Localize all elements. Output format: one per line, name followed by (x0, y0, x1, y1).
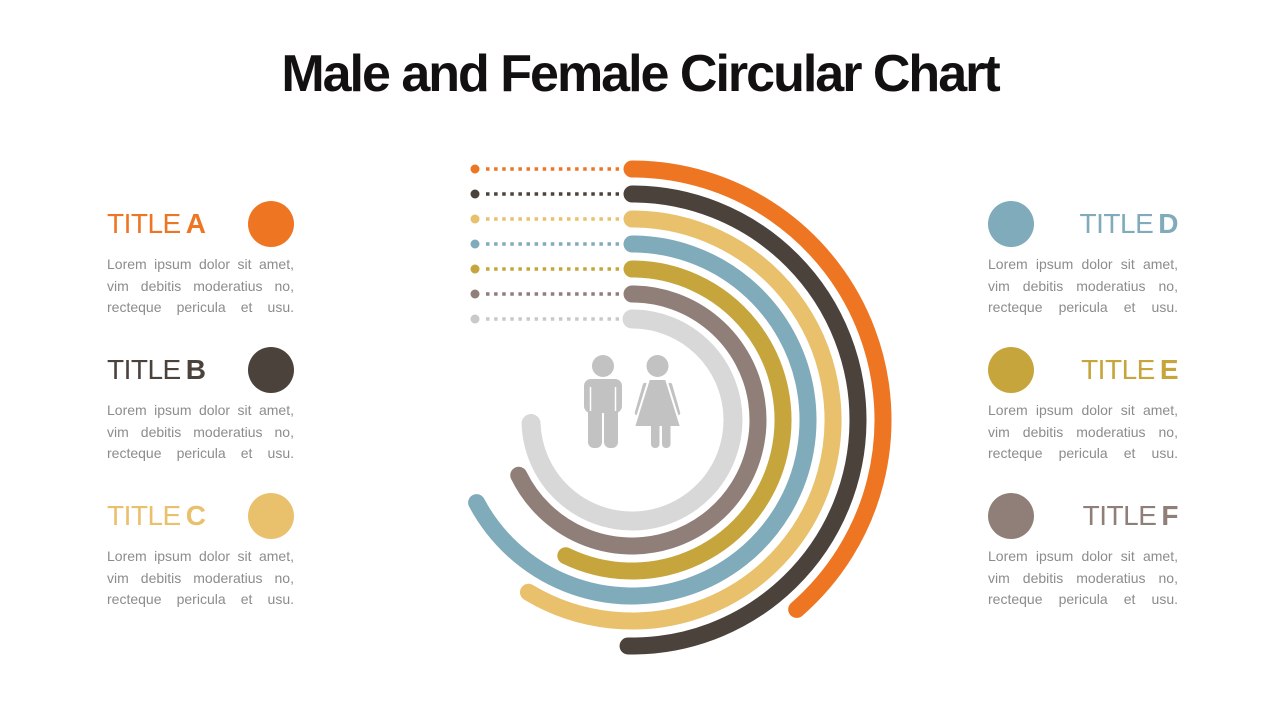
color-dot-a (248, 201, 294, 247)
block-title-f: TITLE F (1082, 500, 1179, 532)
body-line: vim debitis moderatius no, (107, 423, 294, 440)
ring-a (623, 160, 892, 618)
body-line: recteque pericula et usu. (107, 299, 294, 315)
ring-f (510, 285, 767, 555)
title-label: TITLE (1079, 208, 1154, 239)
block-body-b: Lorem ipsum dolor sit amet, vim debitis … (107, 400, 294, 465)
block-body-f: Lorem ipsum dolor sit amet, vim debitis … (988, 546, 1178, 611)
block-header-e: TITLE E (988, 347, 1179, 393)
leader-dot-e (470, 264, 480, 274)
block-header-f: TITLE F (988, 493, 1178, 539)
leader-dot-b (470, 189, 480, 199)
body-line: recteque pericula et usu. (988, 299, 1178, 315)
block-header-d: TITLE D (988, 201, 1178, 247)
body-line: vim debitis moderatius no, (988, 423, 1178, 440)
body-line: vim debitis moderatius no, (988, 277, 1178, 294)
block-header-c: TITLE C (107, 493, 294, 539)
title-letter: F (1161, 500, 1178, 531)
block-body-e: Lorem ipsum dolor sit amet, vim debitis … (988, 400, 1178, 465)
block-title-d: TITLE D (1079, 208, 1179, 240)
block-body-d: Lorem ipsum dolor sit amet, vim debitis … (988, 254, 1178, 319)
body-line: vim debitis moderatius no, (988, 569, 1178, 586)
block-body-c: Lorem ipsum dolor sit amet, vim debitis … (107, 546, 294, 611)
rings-layer (468, 160, 892, 655)
title-label: TITLE (1081, 354, 1155, 385)
block-title-b: TITLE B (107, 354, 206, 386)
female-icon (632, 355, 683, 448)
info-block-e: TITLE E Lorem ipsum dolor sit amet, vim d… (988, 347, 1179, 465)
info-block-f: TITLE F Lorem ipsum dolor sit amet, vim d… (988, 493, 1178, 611)
block-title-e: TITLE E (1081, 354, 1178, 386)
page-title: Male and Female Circular Chart (281, 45, 1000, 103)
body-line: Lorem ipsum dolor sit amet, (107, 402, 294, 418)
title-label: TITLE (107, 354, 181, 385)
leader-dot-f (470, 289, 480, 299)
block-header-a: TITLE A (107, 201, 294, 247)
info-block-d: TITLE D Lorem ipsum dolor sit amet, vim d… (988, 201, 1178, 319)
info-block-c: TITLE C Lorem ipsum dolor sit amet, vim d… (107, 493, 294, 611)
body-line: Lorem ipsum dolor sit amet, (988, 256, 1178, 272)
info-block-a: TITLE A Lorem ipsum dolor sit amet, vim d… (107, 201, 294, 319)
color-dot-b (248, 347, 294, 393)
ring-c (519, 210, 842, 630)
block-header-b: TITLE B (107, 347, 294, 393)
ring-d (468, 235, 817, 605)
leader-dot-d (470, 239, 480, 249)
block-body-a: Lorem ipsum dolor sit amet, vim debitis … (107, 254, 294, 319)
info-block-b: TITLE B Lorem ipsum dolor sit amet, vim d… (107, 347, 294, 465)
leader-dot-c (470, 214, 480, 224)
block-title-a: TITLE A (107, 208, 206, 240)
body-line: Lorem ipsum dolor sit amet, (988, 548, 1178, 564)
body-line: Lorem ipsum dolor sit amet, (107, 548, 294, 564)
block-title-c: TITLE C (107, 500, 206, 532)
circular-chart (468, 160, 892, 655)
title-label: TITLE (107, 500, 181, 531)
male-icon (584, 355, 622, 448)
title-label: TITLE (1082, 500, 1157, 531)
ring-b (619, 185, 867, 655)
body-line: vim debitis moderatius no, (107, 277, 294, 294)
ring-e (557, 260, 792, 580)
body-line: Lorem ipsum dolor sit amet, (107, 256, 294, 272)
title-letter: B (185, 354, 206, 385)
title-letter: A (185, 208, 206, 239)
body-line: recteque pericula et usu. (107, 445, 294, 461)
body-line: recteque pericula et usu. (107, 591, 294, 607)
color-dot-d (988, 201, 1034, 247)
leader-dot-a (470, 164, 480, 174)
body-line: recteque pericula et usu. (988, 591, 1178, 607)
color-dot-f (988, 493, 1034, 539)
body-line: vim debitis moderatius no, (107, 569, 294, 586)
color-dot-e (988, 347, 1034, 393)
title-letter: C (185, 500, 206, 531)
title-label: TITLE (107, 208, 181, 239)
leader-dot-inner (470, 314, 480, 324)
title-letter: D (1158, 208, 1178, 239)
ring-inner (521, 309, 743, 531)
body-line: Lorem ipsum dolor sit amet, (988, 402, 1178, 418)
title-letter: E (1159, 354, 1179, 385)
people-icons (584, 355, 683, 448)
body-line: recteque pericula et usu. (988, 445, 1178, 461)
color-dot-c (248, 493, 294, 539)
